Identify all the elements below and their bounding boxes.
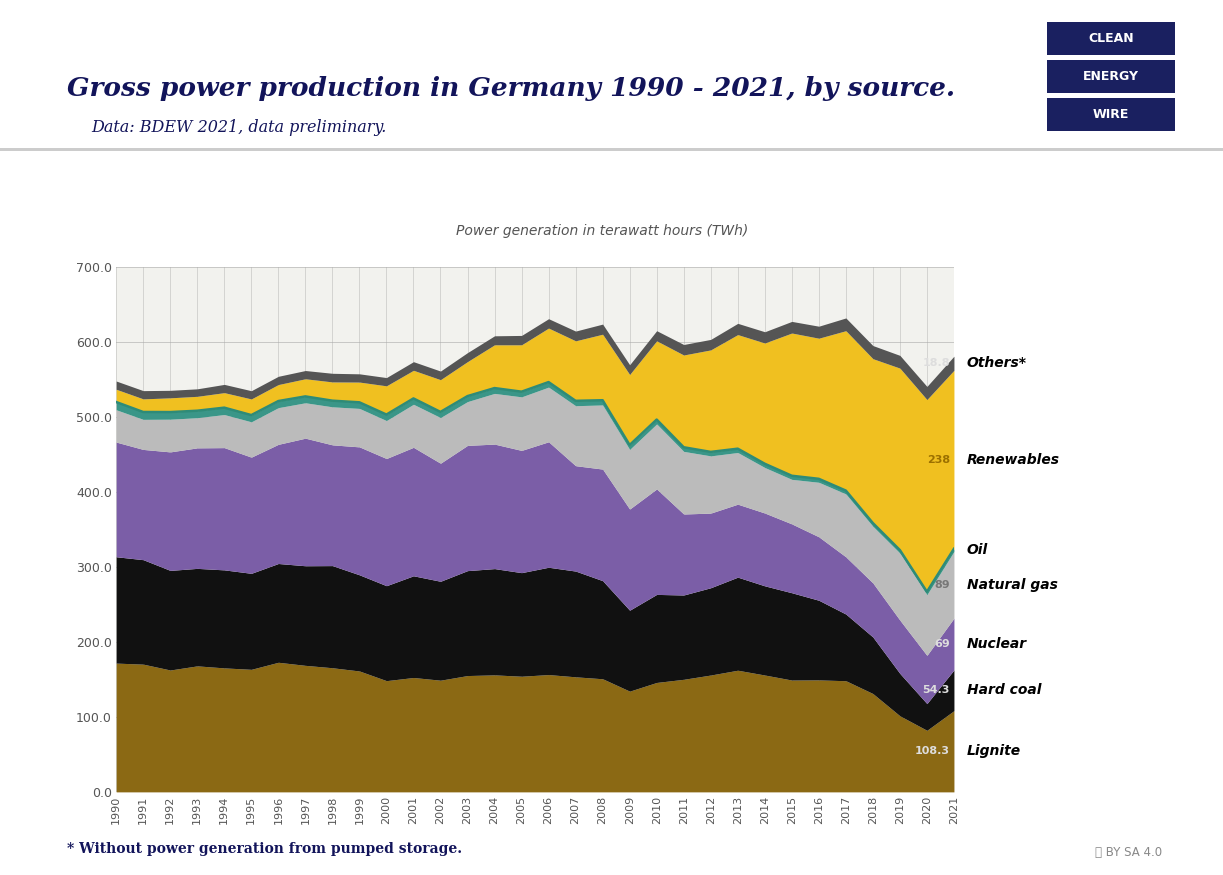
Bar xyxy=(1047,98,1175,131)
Text: 54.3: 54.3 xyxy=(922,685,950,696)
Text: CLEAN: CLEAN xyxy=(1088,32,1134,46)
Text: 238: 238 xyxy=(927,454,950,465)
Text: Nuclear: Nuclear xyxy=(966,637,1026,651)
Text: 108.3: 108.3 xyxy=(915,746,950,756)
Text: Hard coal: Hard coal xyxy=(966,683,1041,697)
Text: Lignite: Lignite xyxy=(966,745,1021,759)
Bar xyxy=(1047,22,1175,55)
Text: 18.8: 18.8 xyxy=(922,358,950,368)
Text: 89: 89 xyxy=(934,580,950,590)
Text: ENERGY: ENERGY xyxy=(1084,70,1139,83)
Text: Renewables: Renewables xyxy=(966,452,1059,466)
Text: Others*: Others* xyxy=(966,356,1026,370)
Text: Data: BDEW 2021, data preliminary.: Data: BDEW 2021, data preliminary. xyxy=(92,119,388,136)
Text: Oil: Oil xyxy=(966,543,988,557)
Text: Gross power production in Germany 1990 - 2021, by source.: Gross power production in Germany 1990 -… xyxy=(67,75,955,101)
Text: * Without power generation from pumped storage.: * Without power generation from pumped s… xyxy=(67,842,462,856)
Text: Power generation in terawatt hours (TWh): Power generation in terawatt hours (TWh) xyxy=(456,224,748,238)
Bar xyxy=(1047,60,1175,93)
Text: WIRE: WIRE xyxy=(1093,108,1129,121)
Text: Ⓒ BY SA 4.0: Ⓒ BY SA 4.0 xyxy=(1095,846,1162,859)
Text: 69: 69 xyxy=(934,639,950,649)
Text: Natural gas: Natural gas xyxy=(966,578,1058,592)
